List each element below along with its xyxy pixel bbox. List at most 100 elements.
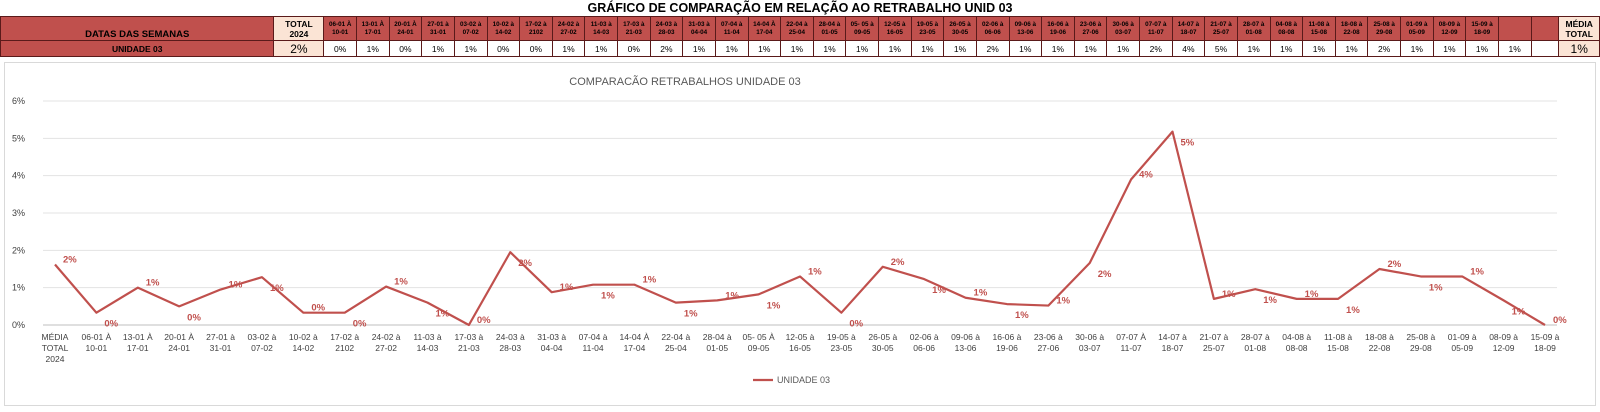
x-tick-line: 08-08	[1286, 343, 1308, 353]
x-tick-line: 01-09 à	[1448, 332, 1477, 342]
x-tick-line: 03-07	[1079, 343, 1101, 353]
week-header-start: 05- 05 à	[850, 20, 874, 28]
x-tick-line: 11-08 à	[1324, 332, 1352, 342]
week-value-6[interactable]: 0%	[519, 40, 553, 57]
data-label: 1%	[767, 300, 781, 311]
week-value-25[interactable]: 2%	[1139, 40, 1173, 57]
week-value-21[interactable]: 1%	[1008, 40, 1043, 57]
week-value-13[interactable]: 1%	[747, 40, 782, 57]
week-header-30: 11-08 à 15-08	[1302, 16, 1336, 41]
x-tick-label: 25-08 à 29-08	[1406, 332, 1435, 353]
week-value-15[interactable]: 1%	[812, 40, 847, 57]
week-value-14[interactable]: 1%	[780, 40, 814, 57]
week-header-start: 11-03 à	[590, 20, 612, 28]
week-header-1: 13-01 À 17-01	[356, 16, 390, 41]
week-value-26[interactable]: 4%	[1171, 40, 1206, 57]
x-tick-line: 11-03 à	[413, 332, 441, 342]
week-header-start: 19-05 à	[916, 20, 939, 28]
week-value-31[interactable]: 1%	[1334, 40, 1369, 57]
week-value-8[interactable]: 1%	[584, 40, 619, 57]
x-tick-line: 07-02	[251, 343, 273, 353]
week-value-34[interactable]: 1%	[1432, 40, 1467, 57]
week-value-11[interactable]: 1%	[682, 40, 716, 57]
x-tick-label: 08-09 à 12-09	[1489, 332, 1518, 353]
x-tick-line: 23-06 à	[1034, 332, 1063, 342]
week-value-12[interactable]: 1%	[714, 40, 749, 57]
unit-row-label: UNIDADE 03	[0, 40, 275, 57]
week-value-24[interactable]: 1%	[1106, 40, 1141, 57]
week-value-17[interactable]: 1%	[878, 40, 912, 57]
week-header-end: 01-05	[821, 28, 838, 36]
week-value-4[interactable]: 1%	[453, 40, 488, 57]
week-value-22[interactable]: 1%	[1041, 40, 1075, 57]
data-label: 0%	[353, 319, 367, 330]
week-value-10[interactable]: 2%	[649, 40, 684, 57]
week-header-start: 21-07 à	[1210, 20, 1232, 28]
week-value-29[interactable]: 1%	[1269, 40, 1304, 57]
data-label: 1%	[974, 288, 988, 299]
x-tick-line: 14-02	[292, 343, 314, 353]
week-header-start: 31-03 à	[688, 20, 710, 28]
x-tick-label: 30-06 à 03-07	[1075, 332, 1104, 353]
week-value-36[interactable]: 1%	[1497, 40, 1532, 57]
x-tick-label: 12-05 à 16-05	[786, 332, 815, 353]
week-value-7[interactable]: 1%	[551, 40, 586, 57]
week-header-start: 12-05 à	[884, 20, 906, 28]
week-header-end: 22-08	[1343, 28, 1360, 36]
week-value-1[interactable]: 1%	[356, 40, 390, 57]
x-tick-line: 10-02 à	[289, 332, 318, 342]
data-label: 0%	[849, 319, 863, 330]
week-header-start: 02-06 à	[982, 20, 1004, 28]
x-tick-label: 16-06 à 19-06	[993, 332, 1022, 353]
x-tick-line: 29-08	[1410, 343, 1432, 353]
week-header-29: 04-08 à 08-08	[1269, 16, 1304, 41]
data-label: 1%	[1056, 296, 1070, 307]
week-header-start: 17-03 à	[623, 20, 645, 28]
data-label: 1%	[1222, 289, 1236, 300]
x-tick-line: 13-06	[955, 343, 977, 353]
x-tick-line: 28-03	[499, 343, 521, 353]
data-label: 1%	[1346, 305, 1360, 316]
data-label: 1%	[932, 285, 946, 296]
data-label: 1%	[808, 266, 822, 277]
week-value-5[interactable]: 0%	[486, 40, 521, 57]
week-value-3[interactable]: 1%	[421, 40, 455, 57]
week-value-35[interactable]: 1%	[1465, 40, 1499, 57]
week-header-start: 13-01 À	[361, 20, 385, 28]
y-tick-label: 0%	[12, 320, 25, 330]
week-value-9[interactable]: 0%	[617, 40, 651, 57]
week-value-18[interactable]: 1%	[910, 40, 945, 57]
week-value-27[interactable]: 5%	[1204, 40, 1238, 57]
week-header-end: 25-07	[1213, 28, 1230, 36]
blank-value[interactable]	[1530, 40, 1560, 57]
week-header-end: 09-05	[854, 28, 871, 36]
total-2024-value[interactable]: 2%	[273, 40, 325, 57]
week-header-25: 07-07 à 11-07	[1139, 16, 1173, 41]
week-header-start: 03-02 à	[460, 20, 482, 28]
week-value-16[interactable]: 1%	[845, 40, 880, 57]
x-tick-label: 11-08 à 15-08	[1324, 332, 1352, 353]
x-tick-label: 11-03 à 14-03	[413, 332, 441, 353]
week-header-start: 08-09 à	[1438, 20, 1461, 28]
avg-total-header: MÉDIA TOTAL	[1558, 16, 1600, 41]
week-value-0[interactable]: 0%	[323, 40, 357, 57]
week-header-23: 23-06 à 27-06	[1073, 16, 1108, 41]
week-value-23[interactable]: 1%	[1073, 40, 1108, 57]
week-value-32[interactable]: 2%	[1367, 40, 1402, 57]
y-tick-label: 1%	[12, 283, 25, 293]
x-tick-line: 11-07	[1121, 343, 1142, 353]
week-value-2[interactable]: 0%	[388, 40, 423, 57]
x-tick-label: 31-03 à 04-04	[537, 332, 566, 353]
week-value-33[interactable]: 1%	[1400, 40, 1434, 57]
dates-header-label: DATAS DAS SEMANAS	[0, 16, 275, 41]
week-value-19[interactable]: 1%	[943, 40, 977, 57]
series-line-unidade-03[interactable]	[54, 130, 1546, 327]
x-tick-line: 16-05	[789, 343, 811, 353]
week-header-4: 03-02 à 07-02	[453, 16, 488, 41]
week-value-30[interactable]: 1%	[1302, 40, 1336, 57]
week-value-28[interactable]: 1%	[1236, 40, 1271, 57]
week-header-start: 10-02 à	[492, 20, 514, 28]
avg-total-value[interactable]: 1%	[1558, 40, 1600, 57]
week-value-20[interactable]: 2%	[975, 40, 1010, 57]
week-header-start: 24-03 à	[655, 20, 678, 28]
